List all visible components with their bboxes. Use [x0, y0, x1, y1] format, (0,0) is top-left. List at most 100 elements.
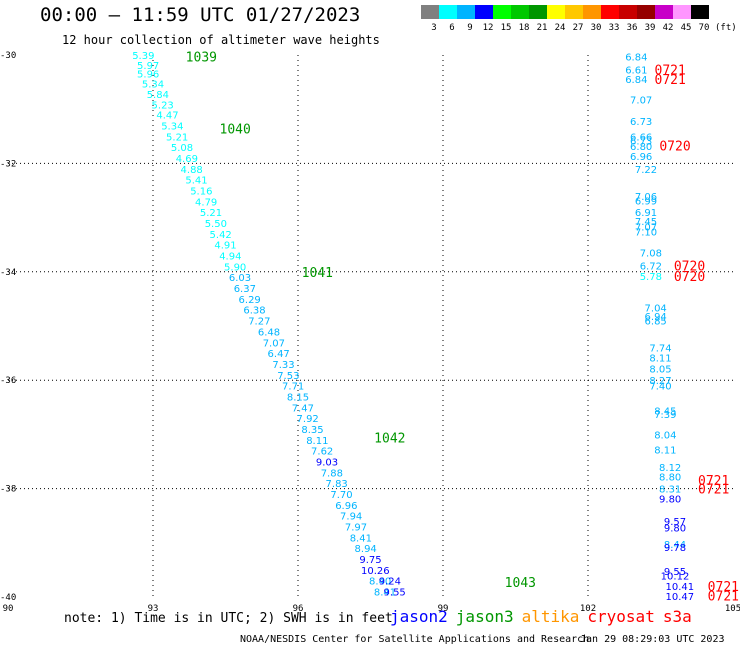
- colorbar-label: 18: [519, 23, 530, 31]
- data-point-label: 7.62: [311, 447, 333, 458]
- data-point-label: 6.94: [645, 312, 667, 323]
- footer-credit: NOAA/NESDIS Center for Satellite Applica…: [240, 634, 590, 645]
- data-point-label: 8.31: [659, 485, 681, 496]
- data-point-label: 8.11: [306, 436, 328, 447]
- data-point-label: 7.08: [640, 248, 662, 259]
- data-point-label: 7.33: [272, 360, 294, 371]
- data-point-label: 7.45: [635, 217, 657, 228]
- data-point-label: 7.04: [645, 304, 667, 315]
- time-label: 0721: [655, 64, 686, 79]
- data-point-label: 5.16: [190, 187, 212, 198]
- colorbar-label: 36: [627, 23, 638, 31]
- colorbar-label: 15: [501, 23, 512, 31]
- data-point-label: 6.73: [630, 137, 652, 148]
- series-0: 5.395.975.965.345.845.234.475.345.215.08…: [132, 51, 406, 599]
- data-point-label: 7.07: [630, 95, 652, 106]
- data-point-label: 8.12: [659, 463, 681, 474]
- data-point-label: 5.23: [152, 100, 174, 111]
- data-point-label: 8.41: [374, 588, 396, 599]
- data-point-label: 6.29: [239, 295, 261, 306]
- data-point-label: 7.47: [292, 403, 314, 414]
- colorbar-swatch: [691, 5, 709, 19]
- data-point-label: 9.57: [664, 517, 686, 528]
- colorbar-label: 6: [449, 23, 454, 31]
- data-point-label: 7.71: [282, 382, 304, 393]
- y-tick-label: -38: [0, 485, 16, 495]
- data-point-label: 8.27: [649, 376, 671, 387]
- grid: [8, 55, 733, 597]
- data-point-label: 9.55: [664, 567, 686, 578]
- data-point-label: 6.47: [268, 349, 290, 360]
- colorbar-label: 30: [591, 23, 602, 31]
- data-point-label: 7.27: [248, 317, 270, 328]
- time-label: 0720: [659, 140, 690, 155]
- data-point-label: 8.41: [350, 533, 372, 544]
- colorbar-swatch: [547, 5, 565, 19]
- y-tick-label: -30: [0, 51, 16, 61]
- colorbar-swatch: [421, 5, 439, 19]
- colorbar-label: 12: [483, 23, 494, 31]
- data-point-label: 7.07: [263, 338, 285, 349]
- data-point-label: 6.72: [640, 261, 662, 272]
- data-point-label: 7.39: [654, 410, 676, 421]
- data-point-label: 6.99: [635, 196, 657, 207]
- data-point-label: 7.10: [635, 228, 657, 239]
- colorbar-label: 9: [467, 23, 472, 31]
- data-point-label: 5.50: [205, 219, 227, 230]
- data-point-label: 6.85: [645, 317, 667, 328]
- data-point-label: 7.40: [649, 382, 671, 393]
- data-point-label: 8.05: [649, 364, 671, 375]
- time-label: 1043: [505, 576, 536, 591]
- data-point-label: 5.84: [147, 90, 169, 101]
- data-point-label: 5.97: [137, 61, 159, 72]
- data-point-label: 10.47: [666, 592, 695, 603]
- data-point-label: 4.47: [156, 111, 178, 122]
- data-point-label: 8.40: [369, 577, 391, 588]
- x-tick-label: 96: [293, 604, 304, 614]
- colorbar-swatch: [601, 5, 619, 19]
- footer-date: Jan 29 08:29:03 UTC 2023: [580, 634, 725, 645]
- data-point-label: 9.24: [379, 577, 401, 588]
- y-tick-label: -36: [0, 376, 16, 386]
- colorbar-label: 24: [555, 23, 566, 31]
- data-point-label: 7.74: [649, 344, 671, 355]
- legend-s3a: s3a: [662, 607, 692, 626]
- footer-note: note: 1) Time is in UTC; 2) SWH is in fe…: [64, 611, 393, 626]
- colorbar-label: 21: [537, 23, 548, 31]
- colorbar-swatch: [565, 5, 583, 19]
- data-point-label: 9.78: [664, 543, 686, 554]
- time-label: 0721: [655, 73, 686, 88]
- data-point-label: 6.73: [630, 117, 652, 128]
- data-point-label: 5.39: [132, 51, 154, 62]
- time-label: 0720: [674, 270, 705, 285]
- colorbar-swatch: [493, 5, 511, 19]
- data-point-label: 6.03: [229, 273, 251, 284]
- data-point-label: 10.41: [666, 582, 695, 593]
- data-point-label: 7.06: [635, 192, 657, 203]
- data-point-label: 8.45: [654, 407, 676, 418]
- data-point-label: 5.21: [166, 132, 188, 143]
- time-label: 1040: [220, 123, 251, 138]
- legend-cryosat: cryosat: [587, 607, 655, 626]
- data-point-label: 6.91: [635, 208, 657, 219]
- colorbar-label: 33: [609, 23, 620, 31]
- y-tick-label: -32: [0, 159, 16, 169]
- data-point-label: 8.11: [654, 446, 676, 457]
- data-point-label: 5.34: [161, 121, 183, 132]
- time-label: 0721: [708, 580, 739, 595]
- data-point-label: 8.35: [301, 425, 323, 436]
- data-point-label: 7.83: [326, 479, 348, 490]
- data-point-label: 5.41: [185, 176, 207, 187]
- x-tick-label: 90: [3, 604, 14, 614]
- x-tick-label: 93: [148, 604, 159, 614]
- colorbar-swatch: [619, 5, 637, 19]
- colorbar-swatch: [583, 5, 601, 19]
- data-point-label: 9.80: [659, 494, 681, 505]
- data-point-label: 5.21: [200, 208, 222, 219]
- data-point-label: 6.96: [335, 501, 357, 512]
- data-point-label: 7.97: [345, 523, 367, 534]
- data-point-label: 6.80: [630, 142, 652, 153]
- data-point-label: 7.92: [297, 414, 319, 425]
- data-point-label: 9.55: [384, 588, 406, 599]
- data-point-label: 6.84: [625, 53, 647, 64]
